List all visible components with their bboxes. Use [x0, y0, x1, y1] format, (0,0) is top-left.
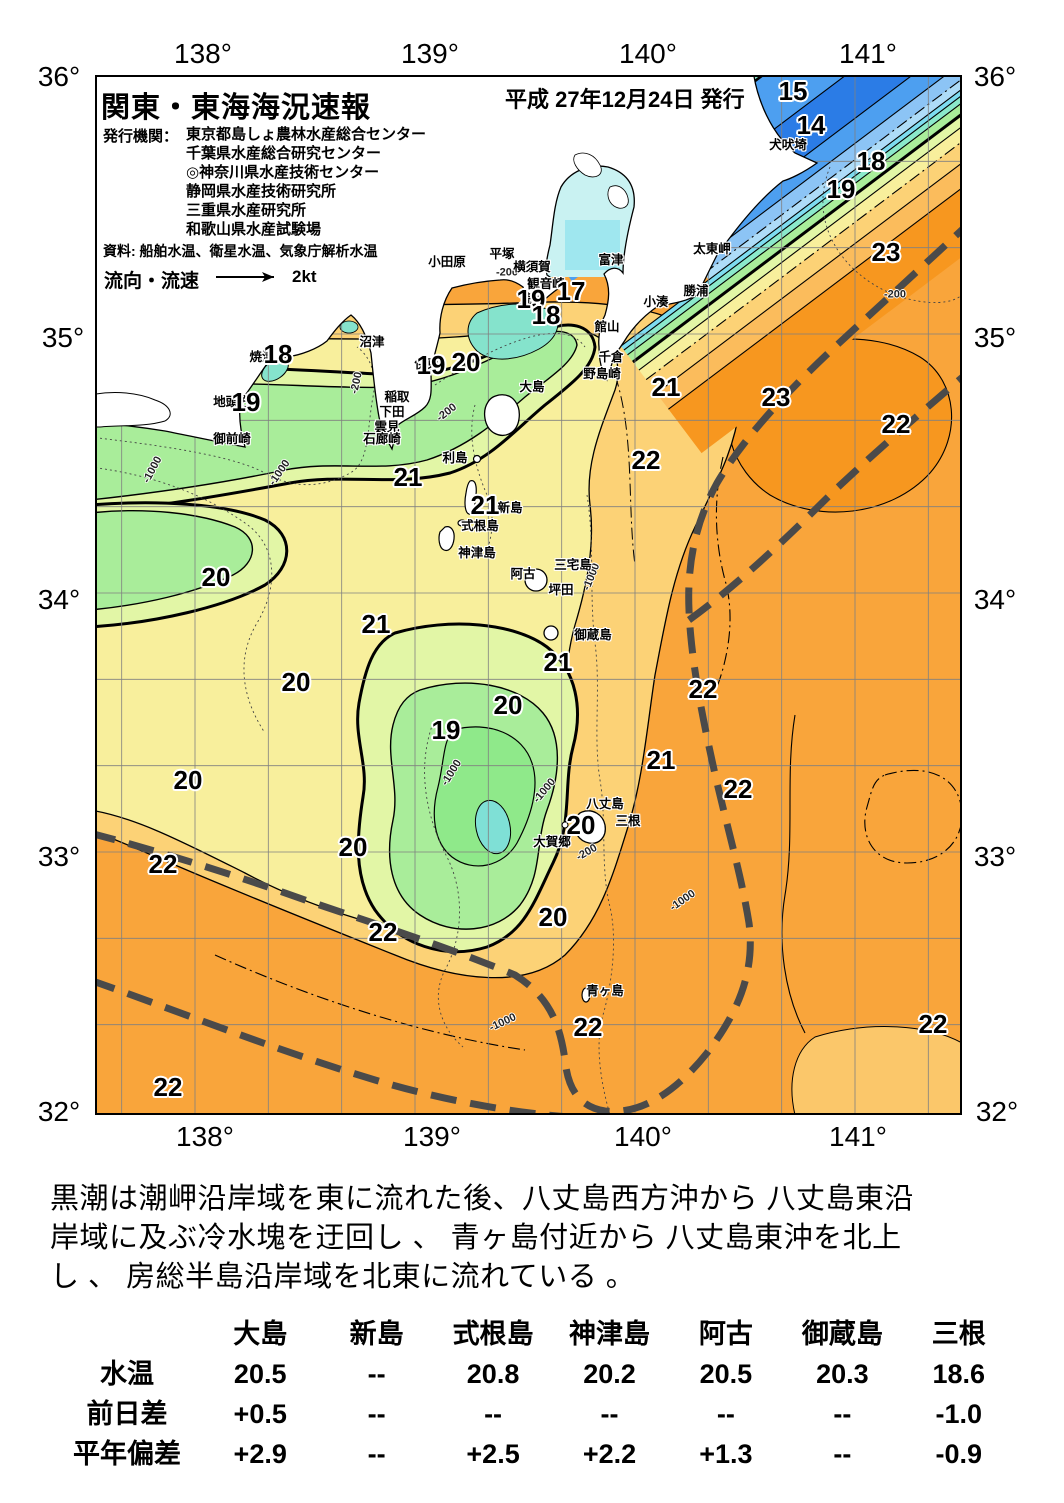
table-row-label: 前日差 [86, 1399, 168, 1429]
table-value-cell: -1.0 [935, 1399, 983, 1429]
longitude-tick-top: 140° [619, 38, 677, 69]
longitude-tick-bottom: 141° [829, 1121, 887, 1152]
table-col-header: 御蔵島 [801, 1319, 883, 1349]
latitude-tick-left: 36° [37, 61, 81, 92]
publisher-label: 発行機関： [103, 128, 179, 145]
table-value-cell: -- [367, 1359, 386, 1389]
depth-contours [95, 166, 962, 1115]
land [95, 75, 819, 1003]
table-value-cell: -- [833, 1399, 852, 1429]
latitude-tick-right: 36° [973, 61, 1017, 92]
publisher-item: 三重県水産研究所 [186, 202, 307, 219]
issue-date: 平成 27年12月24日 発行 [505, 87, 745, 112]
latitude-tick-left: 34° [37, 584, 81, 615]
isotherm-19-region-coastal [95, 330, 578, 501]
table-value-cell: -- [833, 1439, 852, 1469]
table-value-cell: +1.3 [699, 1439, 753, 1469]
publisher-item: 千葉県水産総合研究センター [186, 145, 382, 162]
current-arrow-icon [216, 272, 274, 282]
table-value-cell: -- [600, 1399, 619, 1429]
latitude-tick-right: 33° [973, 841, 1017, 872]
table-col-header: 三根 [931, 1319, 986, 1349]
publisher-item: ◎神奈川県水産技術センター [186, 164, 380, 181]
ocean-temperature-map [95, 75, 962, 1115]
table-col-header: 阿古 [698, 1319, 753, 1349]
table-value-cell: +0.5 [233, 1399, 287, 1429]
summary-text: 黒潮は潮岬沿岸域を東に流れた後、八丈島西方沖から 八丈島東沿 岸域に及ぶ冷水塊を迂… [50, 1180, 1030, 1297]
latitude-tick-left: 32° [37, 1096, 81, 1127]
latitude-tick-left: 33° [37, 841, 81, 872]
latitude-tick-left: 35° [41, 322, 85, 353]
table-value-cell: +2.5 [466, 1439, 520, 1469]
table-value-cell: -- [484, 1399, 503, 1429]
minor-isotherms [214, 374, 962, 1051]
table-value-cell: 18.6 [932, 1359, 986, 1389]
table-value-cell: -- [367, 1439, 386, 1469]
latitude-tick-right: 32° [975, 1096, 1019, 1127]
longitude-tick-top: 141° [839, 38, 897, 69]
table-value-cell: 20.5 [699, 1359, 753, 1389]
longitude-tick-bottom: 138° [176, 1121, 234, 1152]
longitude-tick-bottom: 140° [614, 1121, 672, 1152]
table-value-cell: 20.2 [583, 1359, 636, 1389]
table-row-label: 水温 [100, 1359, 154, 1389]
table-value-cell: 20.8 [466, 1359, 520, 1389]
table-value-cell: +2.2 [582, 1439, 637, 1469]
station-temperature-table: 大島 新島 式根島 神津島 阿古 御蔵島 三根水温 20.5 -- 20.8 20.2 20.5 20.… [52, 1314, 1017, 1474]
map-border [95, 75, 962, 1115]
cold-spot-pool [474, 799, 512, 855]
longitude-tick-top: 138° [174, 38, 232, 69]
publisher-item: 東京都島しょ農林水産総合センター [186, 126, 427, 143]
table-value-cell: +2.9 [233, 1439, 287, 1469]
table-col-header: 神津島 [568, 1319, 650, 1349]
table-value-cell: -- [367, 1399, 386, 1429]
current-legend: 流向・流速 2kt [104, 264, 364, 294]
warm-band-southeast [791, 1026, 962, 1115]
cold-spot-sagami [467, 303, 559, 360]
legend-label: 流向・流速 [104, 271, 200, 292]
table-corner-cell [52, 1314, 202, 1354]
table-col-header: 式根島 [452, 1319, 534, 1349]
table-row-label: 平年偏差 [73, 1439, 181, 1469]
summary-line: し 、 房総半島沿岸域を北東に流れている 。 [50, 1261, 636, 1293]
legend-speed-value: 2kt [292, 267, 317, 286]
summary-line: 黒潮は潮岬沿岸域を東に流れた後、八丈島西方沖から 八丈島東沿 [50, 1183, 915, 1215]
publisher-item: 静岡県水産技術研究所 [186, 183, 337, 200]
summary-line: 岸域に及ぶ冷水塊を迂回し 、 青ヶ島付近から 八丈島東沖を北上 [50, 1222, 902, 1254]
table-col-header: 大島 [233, 1319, 288, 1349]
publisher-item: 和歌山県水産試験場 [186, 221, 322, 238]
page-title: 関東・東海海況速報 [101, 92, 372, 124]
isotherm-19-region-west [95, 510, 254, 611]
table-value-cell: -- [716, 1399, 735, 1429]
table-value-cell: 20.3 [816, 1359, 869, 1389]
publisher-list: 東京都島しょ農林水産総合センター 千葉県水産総合研究センター ◎神奈川県水産技術セン… [186, 125, 426, 239]
cold-spot-suruga [339, 320, 359, 334]
table-value-cell: -0.9 [935, 1439, 983, 1469]
tokyo-bay-cold-patch [565, 220, 620, 270]
kuroshio-current-path [95, 225, 962, 1115]
data-source-note: 資料: 船舶水温、衛星水温、気象庁解析水温 [103, 243, 378, 259]
latitude-tick-right: 35° [973, 322, 1017, 353]
latitude-tick-right: 34° [973, 584, 1017, 615]
longitude-tick-bottom: 139° [403, 1121, 461, 1152]
longitude-tick-top: 139° [401, 38, 459, 69]
table-value-cell: 20.5 [233, 1359, 287, 1389]
table-col-header: 新島 [349, 1319, 404, 1349]
